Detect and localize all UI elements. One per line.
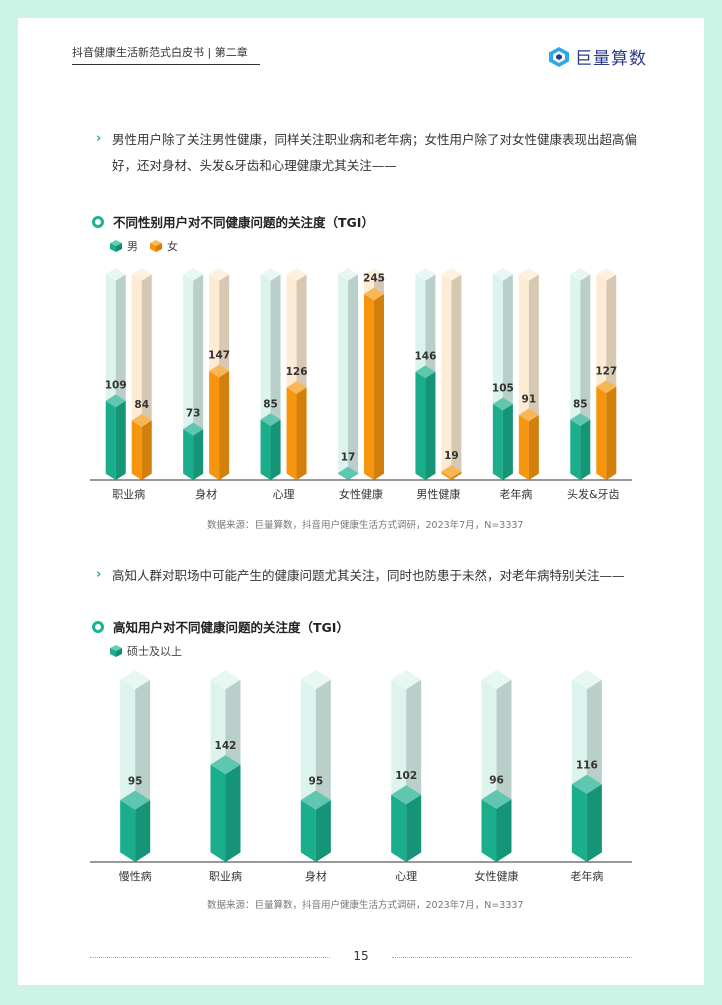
data-label: 146 <box>414 350 436 362</box>
bar <box>260 413 281 480</box>
category-label: 身材 <box>305 869 327 883</box>
legend-label-masters: 硕士及以上 <box>127 645 182 658</box>
chart-1-legend: 男 女 <box>110 238 190 254</box>
bar <box>105 394 126 480</box>
header-title: 抖音健康生活新范式白皮书 | 第二章 <box>72 46 248 59</box>
target-icon <box>92 215 104 228</box>
bar <box>391 785 422 862</box>
data-label: 116 <box>576 760 598 772</box>
legend-label-male: 男 <box>127 240 138 253</box>
chevron-right-icon: › <box>96 131 102 146</box>
bar <box>300 790 331 862</box>
bar <box>518 408 539 480</box>
data-label: 109 <box>105 379 127 391</box>
legend-item-female: 女 <box>150 238 178 254</box>
category-label: 老年病 <box>570 869 603 883</box>
bar <box>210 755 241 862</box>
chart-2-legend: 硕士及以上 <box>110 643 194 659</box>
category-label: 职业病 <box>209 869 242 883</box>
bar <box>364 287 384 480</box>
insight-1-line-2: 好，还对身材、头发&牙齿和心理健康尤其关注—— <box>112 158 397 173</box>
bar <box>571 774 602 862</box>
insight-2: 高知人群对职场中可能产生的健康问题尤其关注，同时也防患于未然，对老年病特别关注—… <box>98 563 625 589</box>
bar <box>441 465 462 480</box>
data-label: 95 <box>309 775 324 787</box>
data-label: 17 <box>341 452 356 464</box>
category-label: 男性健康 <box>416 487 460 501</box>
bar-track <box>441 268 462 480</box>
bar <box>481 789 512 862</box>
data-label: 105 <box>492 383 514 395</box>
chart-1-title: 不同性别用户对不同健康问题的关注度（TGI） <box>92 212 374 231</box>
legend-label-female: 女 <box>167 240 178 253</box>
target-icon <box>92 620 104 633</box>
insight-2-line-1: 高知人群对职场中可能产生的健康问题尤其关注，同时也防患于未然，对老年病特别关注—… <box>112 568 625 583</box>
insight-1-line-1: 男性用户除了关注男性健康，同样关注职业病和老年病；女性用户除了对女性健康表现出超… <box>112 132 638 147</box>
chevron-right-icon: › <box>96 567 102 582</box>
chart-2-title-text: 高知用户对不同健康问题的关注度（TGI） <box>113 620 349 635</box>
cube-icon <box>110 645 122 657</box>
data-label: 95 <box>128 775 143 787</box>
data-label: 85 <box>263 398 278 410</box>
legend-item-male: 男 <box>110 238 138 254</box>
logo-text: 巨量算数 <box>575 49 647 69</box>
category-label: 身材 <box>195 487 217 501</box>
data-label: 142 <box>215 740 237 752</box>
category-label: 女性健康 <box>475 869 519 883</box>
category-label: 老年病 <box>499 487 532 501</box>
category-label: 心理 <box>273 488 295 501</box>
data-label: 73 <box>186 408 201 420</box>
cube-icon <box>150 240 162 252</box>
footer-rule-left <box>90 957 330 958</box>
bar <box>120 790 151 862</box>
header-rule <box>72 64 260 65</box>
chart-1-title-text: 不同性别用户对不同健康问题的关注度（TGI） <box>113 215 374 230</box>
logo-icon <box>549 46 569 67</box>
bar-track <box>338 268 358 480</box>
category-label: 头发&牙齿 <box>567 487 620 501</box>
legend-item-masters: 硕士及以上 <box>110 643 182 659</box>
data-label: 245 <box>363 273 385 285</box>
page-number: 15 <box>353 949 369 963</box>
chart-2-title: 高知用户对不同健康问题的关注度（TGI） <box>92 617 349 636</box>
data-label: 96 <box>489 775 504 787</box>
data-label: 84 <box>134 399 149 411</box>
data-label: 127 <box>595 365 617 377</box>
footer-rule-right <box>392 957 632 958</box>
category-label: 心理 <box>395 870 417 883</box>
data-label: 126 <box>286 366 308 378</box>
data-label: 91 <box>522 394 537 406</box>
category-label: 职业病 <box>112 487 145 501</box>
chart-2-source: 数据来源：巨量算数，抖音用户健康生活方式调研，2023年7月，N=3337 <box>207 900 524 911</box>
data-label: 85 <box>573 398 588 410</box>
insight-1: 男性用户除了关注男性健康，同样关注职业病和老年病；女性用户除了对女性健康表现出超… <box>98 127 637 179</box>
cube-icon <box>110 240 122 252</box>
bar <box>415 365 436 480</box>
bar <box>492 397 513 480</box>
bar <box>209 364 230 480</box>
bar <box>131 414 152 480</box>
bar <box>183 422 204 480</box>
chart-1-source: 数据来源：巨量算数，抖音用户健康生活方式调研，2023年7月，N=3337 <box>207 520 524 531</box>
logo: 巨量算数 <box>548 44 647 69</box>
category-label: 女性健康 <box>339 487 383 501</box>
bar <box>338 466 358 480</box>
data-label: 19 <box>444 450 459 462</box>
category-label: 慢性病 <box>119 869 152 883</box>
bar <box>596 380 617 480</box>
data-label: 102 <box>395 770 417 782</box>
bar <box>286 381 307 480</box>
bar <box>570 413 591 480</box>
data-label: 147 <box>208 350 230 362</box>
